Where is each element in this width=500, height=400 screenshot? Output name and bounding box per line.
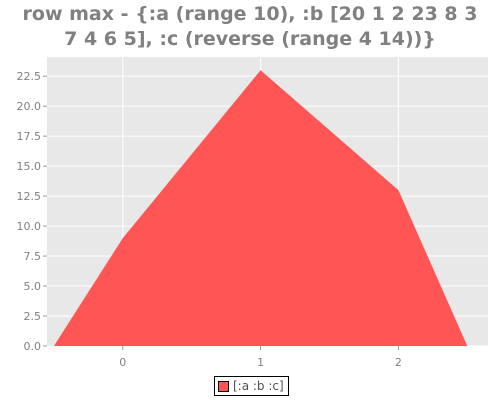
x-tick-label: 0: [119, 356, 126, 369]
legend-swatch: [218, 380, 229, 392]
y-tick-label: 2.5: [24, 310, 42, 323]
x-tick-label: 1: [257, 356, 264, 369]
y-tick-label: 12.5: [17, 190, 42, 203]
series-area: [53, 70, 468, 346]
y-tick-label: 7.5: [24, 250, 42, 263]
legend-label: [:a :b :c]: [233, 379, 284, 393]
y-tick-label: 15.0: [17, 160, 42, 173]
axis-layer: 0.0 2.5 5.0 7.5 10.0 12.5 15.0 17.5 20.0 22.5 0 1 2: [17, 70, 402, 369]
y-tick-label: 17.5: [17, 130, 42, 143]
y-tick-label: 20.0: [17, 100, 42, 113]
series-layer: [53, 70, 468, 346]
legend: [:a :b :c]: [214, 376, 289, 396]
y-tick-label: 0.0: [24, 340, 42, 353]
x-tick-label: 2: [395, 356, 402, 369]
chart-title-line-1: row max - {:a (range 10), :b [20 1 2 23 …: [22, 3, 478, 25]
chart-title: row max - {:a (range 10), :b [20 1 2 23 …: [0, 2, 500, 52]
y-tick-label: 5.0: [24, 280, 42, 293]
y-tick-label: 22.5: [17, 70, 42, 83]
chart-title-line-2: 7 4 6 5], :c (reverse (range 4 14))}: [64, 28, 436, 50]
y-tick-label: 10.0: [17, 220, 42, 233]
